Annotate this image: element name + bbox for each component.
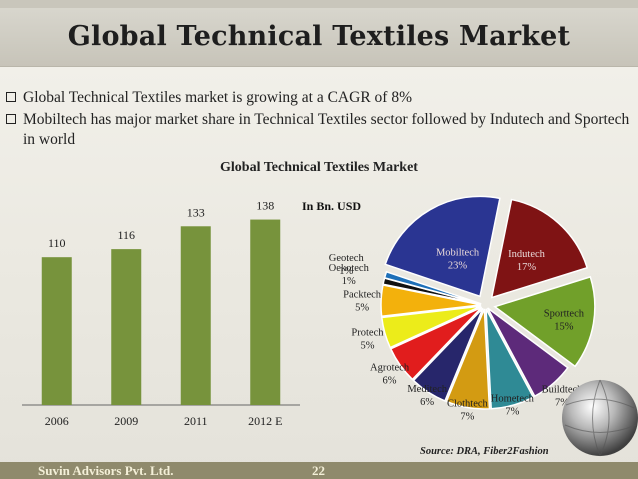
pie-slice-percent: 17% (517, 262, 537, 273)
pie-slice-clothtech (445, 308, 491, 410)
checkbox-bullet-icon (6, 92, 16, 102)
bullet-list: Global Technical Textiles market is grow… (4, 88, 632, 152)
pie-slice-mobiltech (384, 195, 501, 298)
pie-slice-label: Clothtech (447, 399, 489, 410)
bar (180, 226, 211, 405)
pie-slice-label: Packtech (343, 290, 382, 301)
pie-slice-buildtech (486, 307, 569, 398)
bar (111, 249, 142, 405)
pie-slice-percent: 7% (555, 397, 569, 408)
bullet-item: Mobiltech has major market share in Tech… (4, 110, 632, 150)
pie-slice-percent: 23% (448, 260, 468, 271)
pie-slice-percent: 1% (339, 266, 353, 277)
pie-slice-indutech (490, 198, 589, 299)
pie-slice-percent: 1% (342, 276, 356, 287)
page-number: 22 (312, 463, 325, 478)
x-tick-label: 2011 (184, 414, 208, 428)
pie-slice-label: Indutech (508, 249, 545, 260)
pie-slice-packtech (380, 284, 482, 318)
bullet-item: Global Technical Textiles market is grow… (4, 88, 632, 108)
checkbox-bullet-icon (6, 114, 16, 124)
globe-icon (562, 379, 638, 457)
pie-slice-sporttech (493, 275, 596, 368)
pie-slice-percent: 7% (460, 412, 474, 423)
pie-slice-label: Meditech (407, 384, 447, 395)
bar-value-label: 116 (117, 228, 135, 242)
pie-slice-label: Sporttech (544, 308, 585, 319)
bullet-text: Mobiltech has major market share in Tech… (23, 111, 630, 148)
slide-title: Global Technical Textiles Market (67, 21, 571, 52)
footer-bar: Suvin Advisors Pvt. Ltd. 22 (0, 462, 638, 479)
pie-slice-geotech (383, 270, 482, 305)
x-tick-label: 2006 (45, 414, 69, 428)
pie-slice-percent: 15% (554, 321, 574, 332)
pie-slice-percent: 5% (355, 303, 369, 314)
bar-chart: 110 2006 116 2009 133 2011 138 2012 E (22, 199, 300, 428)
pie-slice-meditech (412, 307, 484, 402)
pie-chart: Indutech 17% Sporttech 15% Buildtech 7% Homete… (329, 195, 596, 423)
pie-slice-label: Protech (351, 328, 384, 339)
chart-title: Global Technical Textiles Market (220, 160, 418, 175)
pie-slice-percent: 6% (420, 397, 434, 408)
pie-slice-label: Oekotech (329, 263, 370, 274)
bar-value-label: 110 (48, 236, 66, 250)
pie-slice-percent: 7% (505, 406, 519, 417)
pie-unit-label: In Bn. USD (302, 199, 361, 213)
pie-slice-label: Geotech (329, 253, 365, 264)
pie-slice-agrotech (389, 306, 483, 381)
footer-company: Suvin Advisors Pvt. Ltd. (38, 463, 174, 478)
pie-slice-label: Agrotech (370, 363, 410, 374)
bar (41, 257, 72, 405)
bullet-text: Global Technical Textiles market is grow… (23, 89, 412, 106)
top-bar (0, 0, 638, 8)
bar-value-label: 138 (256, 199, 274, 213)
title-bar: Global Technical Textiles Market (0, 8, 638, 67)
pie-slice-hometech (485, 308, 535, 410)
pie-slice-label: Hometech (491, 393, 535, 404)
bar (250, 219, 281, 405)
source-note: Source: DRA, Fiber2Fashion (420, 446, 549, 457)
pie-slice-label: Buildtech (542, 384, 584, 395)
pie-slice-protech (380, 305, 482, 349)
bar-value-label: 133 (187, 205, 205, 219)
x-tick-label: 2012 E (248, 414, 282, 428)
x-tick-label: 2009 (114, 414, 138, 428)
pie-slice-percent: 5% (360, 341, 374, 352)
pie-slice-label: Mobiltech (436, 247, 480, 258)
pie-slice-percent: 6% (383, 376, 397, 387)
